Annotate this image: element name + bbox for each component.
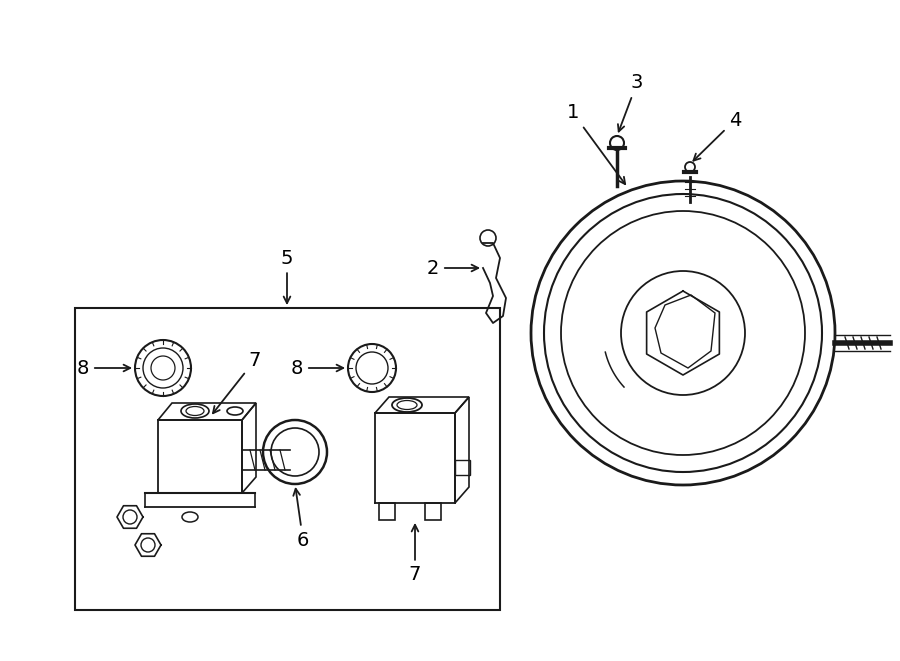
Text: 6: 6 (293, 488, 310, 549)
Text: 3: 3 (618, 73, 644, 132)
Text: 7: 7 (409, 525, 421, 584)
Text: 8: 8 (76, 358, 130, 377)
Text: 5: 5 (281, 249, 293, 303)
Circle shape (610, 136, 624, 150)
Circle shape (685, 162, 695, 172)
Text: 1: 1 (567, 104, 626, 184)
Text: 8: 8 (291, 358, 343, 377)
Text: 4: 4 (693, 110, 742, 161)
Text: 7: 7 (213, 350, 261, 413)
Bar (75, 308, 500, 610)
Text: 2: 2 (427, 258, 478, 278)
